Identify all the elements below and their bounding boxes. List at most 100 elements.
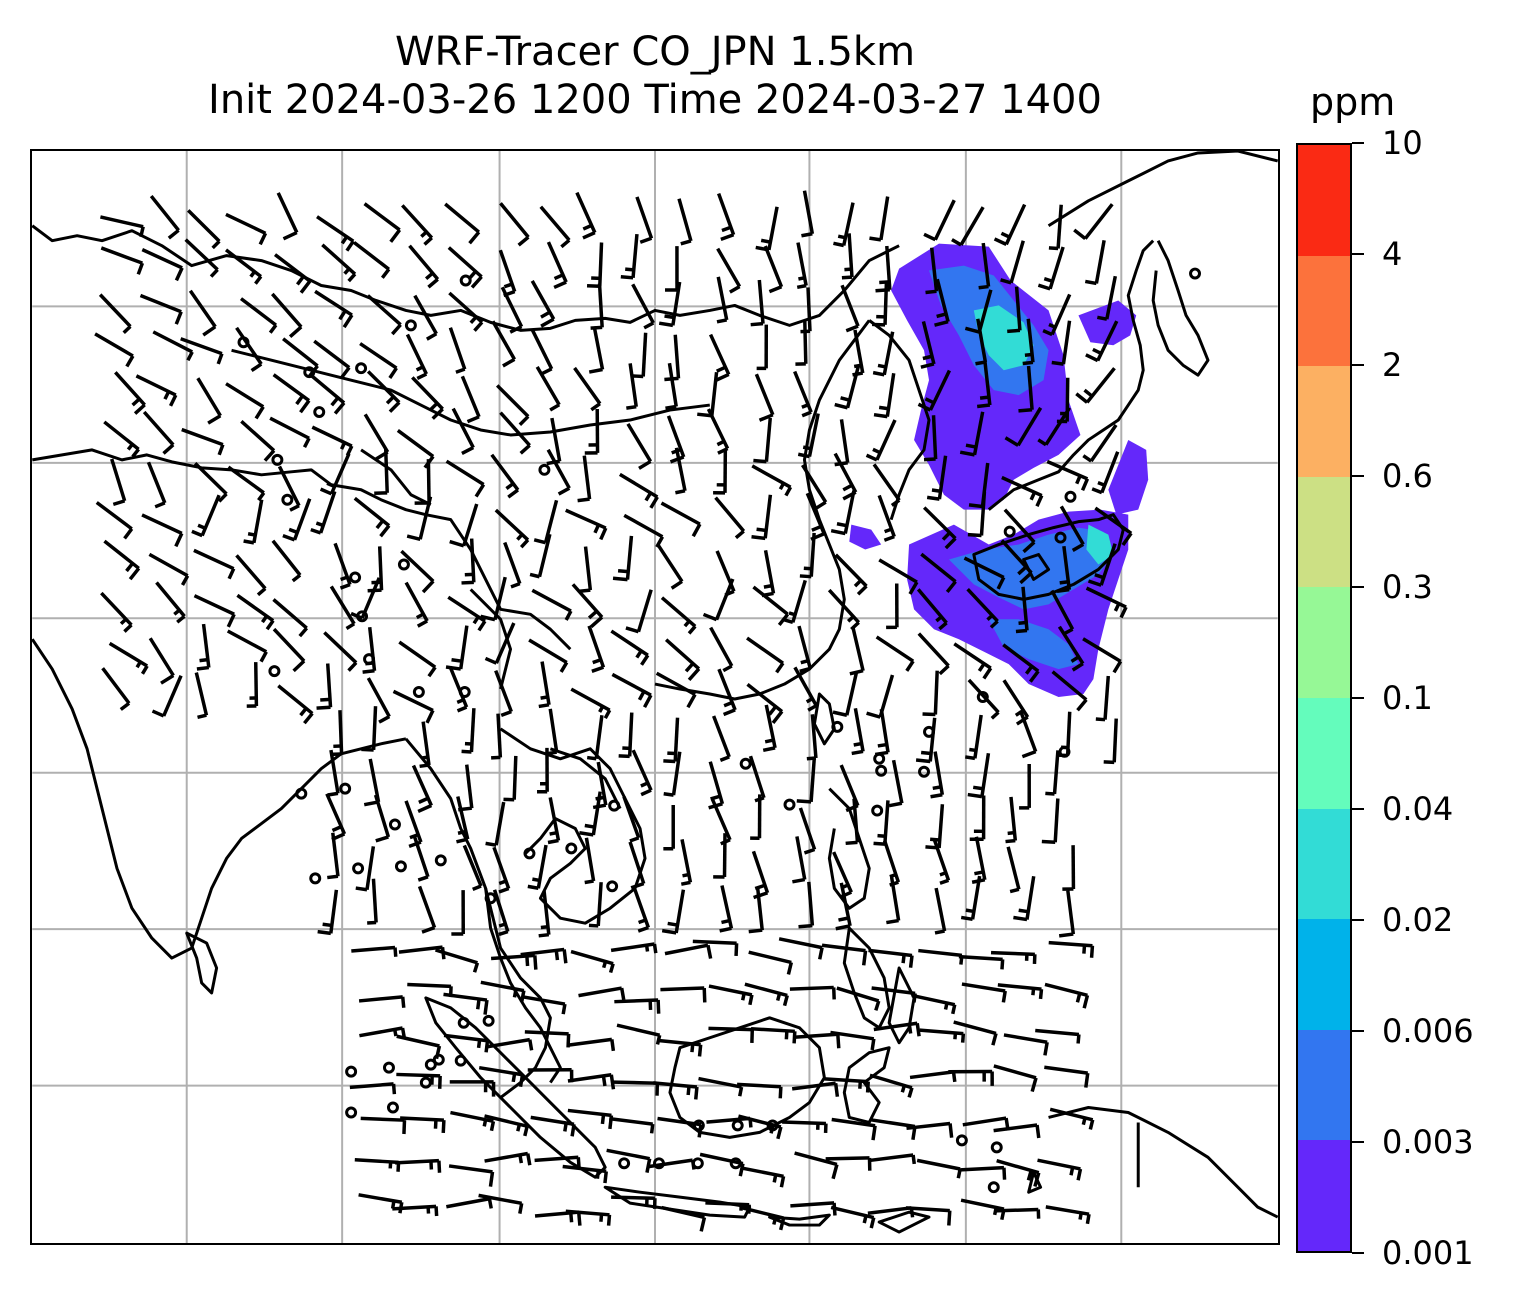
wind-barb	[755, 206, 779, 252]
wind-barb	[793, 370, 813, 418]
wind-barb-flag	[603, 709, 612, 720]
wind-barb-flag	[1030, 1077, 1038, 1093]
wind-barb-calm	[394, 860, 407, 873]
wind-barb	[631, 749, 653, 797]
wind-barb-flag	[683, 619, 691, 628]
wind-barb-flag	[355, 886, 368, 892]
wind-barb-flag	[570, 1123, 576, 1137]
colorbar-tick	[1352, 1141, 1364, 1143]
wind-barb-flag	[202, 325, 217, 337]
wind-barb-flag	[1094, 573, 1105, 580]
wind-barb-flag	[380, 268, 391, 279]
wind-barb-flag	[416, 619, 429, 628]
wind-barb	[797, 413, 820, 459]
wind-barb-staff	[716, 276, 729, 321]
wind-barb-staff	[1089, 423, 1118, 463]
wind-barb-staff	[103, 420, 140, 451]
wind-barb-staff	[597, 283, 604, 328]
wind-barb-flag	[1069, 1167, 1075, 1176]
wind-barb-staff	[782, 1120, 826, 1126]
wind-barb	[934, 278, 950, 327]
wind-barb	[546, 708, 559, 756]
wind-barb-flag	[1002, 1167, 1007, 1180]
wind-barb-staff	[905, 1206, 950, 1213]
wind-barb-staff	[631, 749, 653, 791]
wind-barb-flag	[779, 1175, 786, 1188]
wind-barb	[363, 202, 402, 243]
wind-barb-flag	[388, 367, 398, 379]
wind-barb	[141, 248, 184, 282]
wind-barb-flag	[560, 238, 571, 249]
colorbar-segment	[1298, 476, 1350, 588]
wind-barb-flag	[939, 878, 950, 885]
wind-barb-staff	[146, 461, 167, 504]
wind-barb	[959, 411, 985, 457]
wind-barb-staff	[534, 1155, 579, 1163]
wind-barb-flag	[782, 994, 789, 1007]
wind-barb-staff	[667, 362, 678, 407]
wind-barb-flag	[249, 270, 256, 278]
wind-barb-staff	[273, 253, 311, 283]
wind-barb-flag	[538, 703, 550, 709]
wind-barb	[658, 281, 682, 328]
wind-barb-staff	[867, 1206, 912, 1215]
wind-barb-flag	[511, 1073, 517, 1083]
wind-barb-staff	[94, 332, 134, 358]
wind-barb-staff	[272, 373, 311, 402]
wind-barb	[873, 800, 890, 846]
wind-barb-flag	[498, 886, 510, 894]
wind-barb-staff	[366, 370, 401, 404]
wind-barb-flag	[989, 619, 999, 629]
wind-barb-staff	[582, 455, 592, 500]
wind-barb	[698, 1076, 744, 1097]
wind-barb-staff	[567, 1108, 612, 1118]
wind-barb-flag	[1058, 932, 1074, 938]
wind-barb-flag	[830, 528, 846, 536]
wind-barb-flag	[489, 1121, 496, 1132]
wind-barb-flag	[299, 280, 312, 294]
wind-barb-staff	[628, 841, 646, 885]
title-line-2: Init 2024-03-26 1200 Time 2024-03-27 140…	[208, 77, 1102, 123]
wind-barb-staff	[717, 668, 737, 711]
wind-barb	[480, 576, 507, 622]
wind-barb-staff	[738, 1114, 782, 1129]
wind-barb-staff	[200, 494, 221, 537]
wind-barb	[354, 1158, 401, 1172]
wind-barb-flag	[802, 445, 812, 451]
wind-barb-flag	[715, 372, 730, 382]
wind-barb-staff	[478, 1065, 523, 1077]
wind-barb-staff	[919, 1028, 964, 1036]
wind-barb-flag	[915, 1022, 921, 1037]
wind-barb-flag	[123, 527, 134, 540]
wind-barb-staff	[398, 945, 443, 954]
wind-barb-flag	[176, 614, 186, 624]
wind-barb-flag	[340, 366, 351, 379]
wind-barb-staff	[493, 576, 507, 621]
wind-barb-flag	[434, 1206, 439, 1217]
wind-barb-staff	[916, 1158, 961, 1171]
wind-barb-staff	[530, 328, 554, 370]
wind-barb-flag	[690, 1043, 695, 1053]
wind-barb-staff	[469, 708, 476, 753]
wind-barb-flag	[393, 947, 398, 957]
wind-barb-staff	[616, 1023, 661, 1037]
wind-barb-flag	[907, 1024, 913, 1034]
wind-barb-staff	[833, 452, 858, 494]
wind-barb-staff	[363, 202, 401, 232]
wind-barb-flag	[801, 232, 813, 238]
wind-barb-flag	[618, 754, 630, 759]
wind-barb-flag	[778, 482, 786, 491]
coastline	[231, 348, 710, 437]
wind-barb	[851, 707, 865, 756]
wind-barb-flag	[991, 1033, 998, 1046]
wind-barb-staff	[193, 548, 235, 571]
wind-barb-flag	[772, 1174, 778, 1183]
wind-barb	[539, 205, 571, 249]
wind-barb-flag	[1076, 698, 1088, 712]
wind-barb-flag	[468, 230, 481, 245]
wind-barb-staff	[542, 890, 551, 935]
wind-barb-flag	[1071, 542, 1085, 552]
wind-barb-flag	[340, 575, 348, 582]
wind-barb-flag	[339, 441, 347, 450]
wind-barb-staff	[757, 279, 765, 324]
